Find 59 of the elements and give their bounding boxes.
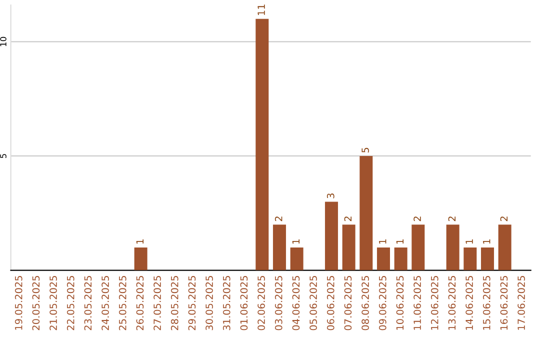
bar	[412, 224, 425, 270]
bar	[376, 247, 390, 270]
bar	[464, 247, 477, 270]
x-tick-label: 03.06.2025	[274, 276, 282, 330]
x-tick-label: 29.05.2025	[188, 276, 196, 330]
x-tick-label: 14.06.2025	[466, 276, 473, 330]
bar	[324, 202, 338, 270]
data-label: 2	[414, 216, 421, 222]
data-label: 2	[344, 216, 352, 222]
x-tick-label: 08.06.2025	[362, 276, 369, 330]
data-label: 2	[274, 216, 282, 222]
x-tick-label: 01.06.2025	[240, 276, 248, 330]
x-tick-label: 10.06.2025	[396, 276, 404, 330]
data-label: 11	[258, 4, 265, 15]
data-label: 5	[362, 148, 369, 152]
data-label: 1	[136, 239, 144, 244]
x-tick-label: 23.05.2025	[84, 276, 92, 330]
x-tick-label: 12.06.2025	[430, 276, 438, 330]
x-tick-label: 19.05.2025	[14, 276, 22, 330]
y-tick-label: 10	[0, 36, 6, 46]
data-label: 1	[396, 239, 404, 244]
x-tick-label: 24.05.2025	[102, 276, 109, 330]
x-tick-label: 20.05.2025	[32, 276, 40, 330]
bar	[394, 247, 408, 270]
data-label: 2	[500, 216, 508, 222]
x-tick-label: 07.06.2025	[344, 276, 352, 330]
bar	[272, 224, 286, 270]
x-tick-label: 27.05.2025	[154, 276, 161, 330]
data-label: 1	[466, 239, 473, 244]
x-tick-label: 02.06.2025	[258, 276, 265, 330]
x-tick-label: 26.05.2025	[136, 276, 144, 330]
x-tick-label: 17.06.2025	[518, 276, 525, 330]
x-tick-label: 15.06.2025	[482, 276, 490, 330]
data-label: 1	[292, 239, 300, 244]
x-tick-label: 30.05.2025	[206, 276, 213, 330]
bar	[134, 247, 148, 270]
bar	[480, 247, 494, 270]
x-tick-label: 21.05.2025	[50, 276, 57, 330]
bar	[342, 224, 356, 270]
x-tick-label: 13.06.2025	[448, 276, 456, 330]
x-tick-label: 11.06.2025	[414, 276, 421, 330]
bar	[256, 18, 269, 270]
data-label: 2	[448, 216, 456, 222]
data-label: 3	[326, 194, 334, 198]
x-tick-label: 05.06.2025	[310, 276, 317, 330]
x-tick-label: 31.05.2025	[222, 276, 230, 330]
bar	[498, 224, 512, 270]
bar	[290, 247, 304, 270]
bar	[446, 224, 460, 270]
x-tick-label: 09.06.2025	[378, 276, 386, 330]
x-tick-label: 25.05.2025	[118, 276, 126, 330]
x-tick-label: 04.06.2025	[292, 276, 300, 330]
data-label: 1	[379, 239, 386, 244]
x-tick-label: 16.06.2025	[500, 276, 508, 330]
data-label: 1	[483, 239, 490, 244]
x-tick-label: 06.06.2025	[326, 276, 334, 330]
x-tick-label: 28.05.2025	[170, 276, 178, 330]
bar	[360, 156, 373, 270]
x-tick-label: 22.05.2025	[66, 276, 74, 330]
